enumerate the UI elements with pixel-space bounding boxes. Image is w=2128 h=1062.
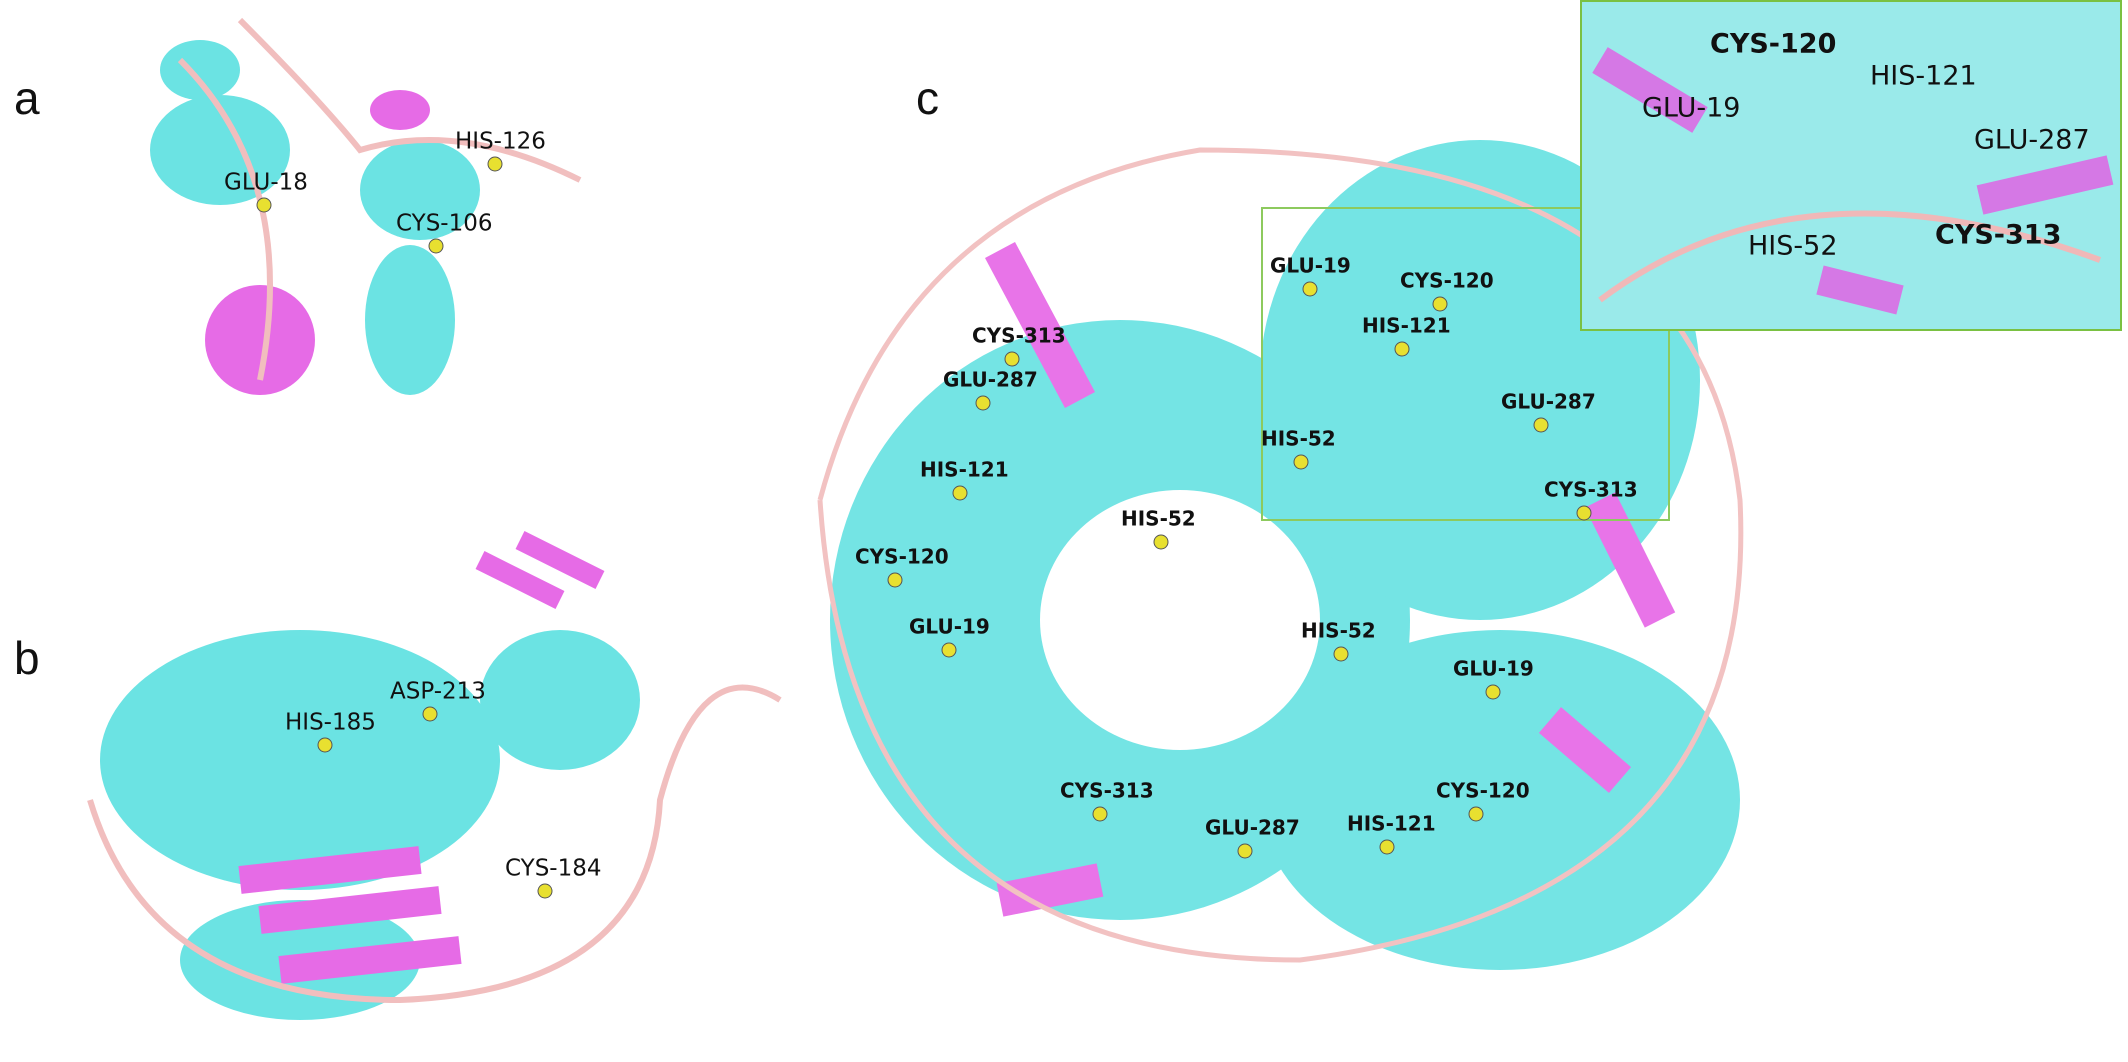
- inset-residue-label: HIS-121: [1870, 61, 1977, 92]
- residue-label: HIS-52: [1261, 427, 1336, 451]
- residue-label: CYS-120: [1436, 779, 1530, 803]
- residue-label: CYS-313: [1060, 779, 1154, 803]
- residue-marker: [887, 572, 903, 588]
- residue-marker: [256, 197, 272, 213]
- residue-marker: [1432, 296, 1448, 312]
- residue-label: GLU-19: [909, 615, 990, 639]
- residue-marker: [428, 238, 444, 254]
- residue-marker: [1394, 341, 1410, 357]
- inset-residue-label: CYS-120: [1710, 29, 1836, 60]
- residue-label: CYS-313: [1544, 478, 1638, 502]
- residue-label: GLU-19: [1270, 254, 1351, 278]
- residue-label: GLU-287: [943, 368, 1038, 392]
- residue-marker: [487, 156, 503, 172]
- inset-residue-label: GLU-287: [1974, 125, 2090, 156]
- residue-label: HIS-121: [1362, 314, 1451, 338]
- residue-marker: [1092, 806, 1108, 822]
- inset-residue-label: HIS-52: [1748, 231, 1838, 262]
- residue-marker: [1333, 646, 1349, 662]
- residue-marker: [1153, 534, 1169, 550]
- residue-marker: [1302, 281, 1318, 297]
- residue-label: HIS-121: [920, 458, 1009, 482]
- residue-marker: [1293, 454, 1309, 470]
- structure-a: [150, 17, 582, 395]
- structure-b: [87, 531, 782, 1020]
- residue-label: HIS-52: [1121, 507, 1196, 531]
- panel-label: c: [916, 72, 939, 124]
- residue-label: CYS-120: [855, 545, 949, 569]
- residue-label: CYS-184: [505, 856, 602, 882]
- structure-c: [817, 140, 1744, 970]
- residue-label: ASP-213: [390, 679, 486, 705]
- residue-label: GLU-287: [1205, 816, 1300, 840]
- inset: [1580, 0, 2122, 331]
- inset-residue-label: CYS-313: [1935, 220, 2061, 251]
- panel-label: b: [14, 632, 40, 684]
- residue-marker: [317, 737, 333, 753]
- residue-marker: [975, 395, 991, 411]
- residue-marker: [422, 706, 438, 722]
- residue-marker: [1237, 843, 1253, 859]
- panel-label: a: [14, 72, 40, 124]
- residue-marker: [1533, 417, 1549, 433]
- residue-label: GLU-19: [1453, 657, 1534, 681]
- residue-label: GLU-18: [224, 170, 308, 196]
- residue-label: GLU-287: [1501, 390, 1596, 414]
- residue-label: HIS-121: [1347, 812, 1436, 836]
- residue-marker: [537, 883, 553, 899]
- residue-marker: [1379, 839, 1395, 855]
- residue-label: CYS-313: [972, 324, 1066, 348]
- residue-marker: [1468, 806, 1484, 822]
- residue-label: HIS-126: [455, 129, 546, 155]
- residue-label: CYS-106: [396, 211, 493, 237]
- residue-label: CYS-120: [1400, 269, 1494, 293]
- residue-label: HIS-185: [285, 710, 376, 736]
- residue-marker: [941, 642, 957, 658]
- residue-label: HIS-52: [1301, 619, 1376, 643]
- inset-residue-label: GLU-19: [1642, 93, 1740, 124]
- residue-marker: [1485, 684, 1501, 700]
- residue-marker: [1576, 505, 1592, 521]
- residue-marker: [952, 485, 968, 501]
- residue-marker: [1004, 351, 1020, 367]
